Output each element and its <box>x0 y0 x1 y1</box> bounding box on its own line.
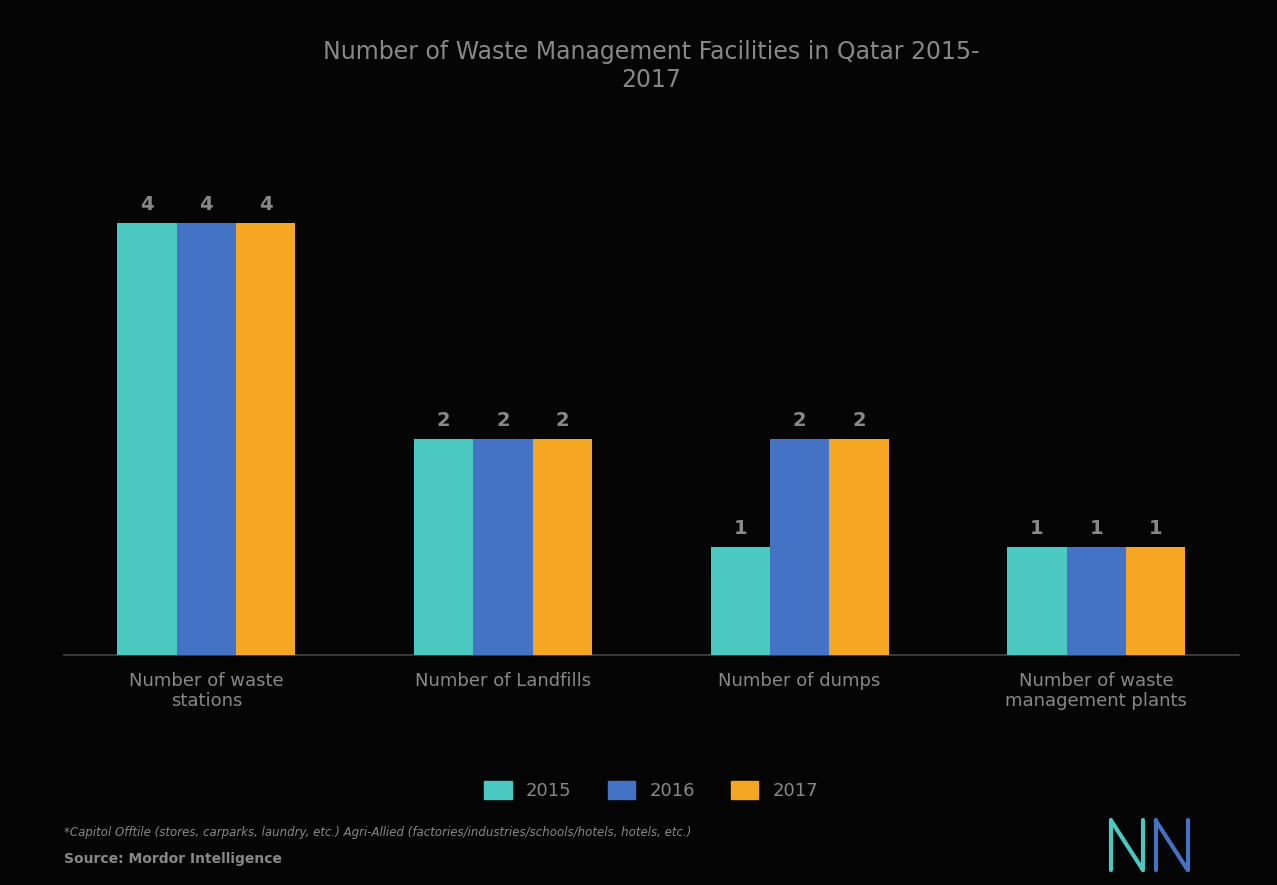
Text: 1: 1 <box>1089 519 1103 538</box>
Bar <box>710 547 770 655</box>
Bar <box>1008 547 1066 655</box>
Bar <box>414 439 474 655</box>
Bar <box>533 439 593 655</box>
Text: 1: 1 <box>1149 519 1162 538</box>
Text: 4: 4 <box>199 196 213 214</box>
Bar <box>117 223 176 655</box>
Text: 2: 2 <box>437 412 451 430</box>
Text: 2: 2 <box>793 412 806 430</box>
Bar <box>1066 547 1126 655</box>
Text: 2: 2 <box>852 412 866 430</box>
Text: 1: 1 <box>1031 519 1043 538</box>
Title: Number of Waste Management Facilities in Qatar 2015-
2017: Number of Waste Management Facilities in… <box>323 41 979 92</box>
Text: 4: 4 <box>140 196 153 214</box>
Text: 4: 4 <box>259 196 272 214</box>
Text: Source: Mordor Intelligence: Source: Mordor Intelligence <box>64 852 282 866</box>
Bar <box>236 223 295 655</box>
Bar <box>474 439 533 655</box>
Text: 2: 2 <box>497 412 510 430</box>
Text: *Capitol Offtile (stores, carparks, laundry, etc.) Agri-Allied (factories/indust: *Capitol Offtile (stores, carparks, laun… <box>64 827 691 839</box>
Bar <box>829 439 889 655</box>
Bar <box>1126 547 1185 655</box>
Bar <box>176 223 236 655</box>
Bar <box>770 439 829 655</box>
Text: 2: 2 <box>555 412 570 430</box>
Text: 1: 1 <box>733 519 747 538</box>
Legend: 2015, 2016, 2017: 2015, 2016, 2017 <box>475 772 827 809</box>
